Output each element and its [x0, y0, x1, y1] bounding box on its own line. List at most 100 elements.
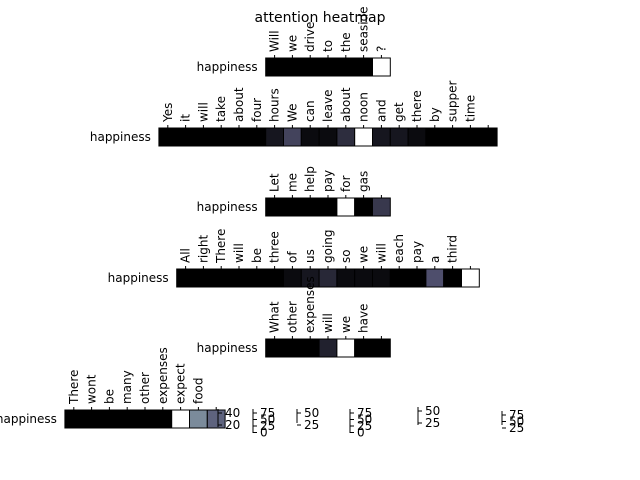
- colorbar-tick-label: 0: [260, 426, 268, 440]
- token-label: time: [463, 95, 477, 122]
- token-label: we: [339, 316, 353, 333]
- token-label: noon: [357, 92, 371, 122]
- heatmap-cell: [265, 268, 285, 288]
- heatmap-cell: [461, 268, 480, 288]
- colorbar-tick-label: 75: [509, 408, 524, 422]
- token-label: to: [321, 40, 335, 52]
- colorbar-tick-label: 40: [225, 406, 240, 420]
- heatmap-cell: [100, 409, 119, 429]
- heatmap-cell: [265, 127, 285, 147]
- heatmap-cell: [318, 197, 338, 217]
- heatmap-cell: [300, 57, 320, 77]
- heatmap-cell: [389, 127, 409, 147]
- token-label: All: [179, 248, 193, 263]
- heatmap-cell: [354, 57, 374, 77]
- heatmap-cell: [336, 338, 356, 358]
- heatmap-cell: [265, 338, 285, 358]
- heatmap-cell: [300, 197, 320, 217]
- heatmap-cell: [425, 127, 445, 147]
- heatmap-cell: [318, 268, 338, 288]
- token-label: other: [138, 372, 152, 404]
- token-label: us: [303, 249, 317, 263]
- token-label: There: [67, 370, 81, 405]
- heatmap-cell: [318, 338, 338, 358]
- heatmap-cell: [189, 409, 208, 429]
- token-label: be: [250, 248, 264, 263]
- token-label: so: [339, 249, 353, 263]
- heatmap-cell: [407, 127, 427, 147]
- heatmap-cell: [300, 338, 320, 358]
- heatmap-cell: [135, 409, 155, 429]
- colorbar-tick-label: 25: [357, 419, 372, 433]
- colorbar-tick-label: 50: [357, 413, 372, 427]
- token-label: wont: [85, 374, 99, 404]
- token-label: get: [392, 102, 406, 122]
- token-label: can: [303, 100, 317, 122]
- colorbar-tick-label: 75: [357, 406, 372, 420]
- token-label: drive: [303, 22, 317, 52]
- token-label: Let: [268, 173, 282, 192]
- token-label: by: [428, 107, 442, 122]
- heatmap-cell: [283, 338, 302, 358]
- heatmap-cell: [82, 409, 101, 429]
- token-label: right: [196, 235, 210, 263]
- heatmap-cell: [247, 268, 267, 288]
- token-label: food: [191, 377, 205, 404]
- token-label: will: [196, 102, 210, 122]
- heatmap-cell: [336, 268, 356, 288]
- heatmap-cell: [283, 57, 302, 77]
- row-label: happiness: [197, 341, 258, 355]
- heatmap-cell: [389, 268, 409, 288]
- token-label: other: [285, 301, 299, 333]
- token-label: will: [232, 243, 246, 263]
- heatmap-cell: [336, 57, 356, 77]
- colorbar-tick-label: 20: [225, 418, 240, 432]
- heatmap-cell: [372, 268, 391, 288]
- heatmap-panel-2: happiness Yes it will take about four hours We ca…: [90, 81, 498, 147]
- token-label: third: [446, 235, 460, 263]
- token-label: pay: [410, 241, 424, 263]
- heatmap-cell: [283, 127, 302, 147]
- token-label: ?: [374, 46, 388, 52]
- token-label: for: [339, 175, 353, 192]
- token-label: We: [285, 103, 299, 122]
- heatmap-panel-5: happiness What other expenses will we have: [197, 276, 391, 358]
- heatmap-cell: [229, 127, 249, 147]
- token-label: four: [250, 98, 264, 122]
- heatmap-cell: [176, 268, 195, 288]
- heatmap-cell: [336, 127, 356, 147]
- heatmap-cell: [318, 127, 338, 147]
- heatmap-cell: [443, 127, 463, 147]
- token-label: seaside: [357, 6, 371, 52]
- heatmap-panel-1: happiness Will we drive to the seaside?: [197, 6, 391, 77]
- token-label: expect: [174, 363, 188, 404]
- heatmap-cell: [372, 57, 391, 77]
- heatmap-cell: [64, 409, 84, 429]
- token-label: expenses: [156, 347, 170, 404]
- colorbar-tick-label: 50: [304, 406, 319, 420]
- heatmap-cell: [283, 197, 302, 217]
- colorbar-tick-label: 25: [304, 418, 319, 432]
- token-label: we: [357, 246, 371, 263]
- heatmap-cell: [265, 197, 285, 217]
- heatmap-cell: [372, 338, 391, 358]
- chart-title: attention heatmap: [255, 10, 386, 26]
- token-label: What: [268, 301, 282, 333]
- colorbar-tick-label: 25: [425, 416, 440, 430]
- heatmap-cell: [300, 127, 320, 147]
- token-label: we: [285, 35, 299, 52]
- heatmap-cell: [425, 268, 445, 288]
- heatmap-cell: [265, 57, 285, 77]
- row-label: happiness: [90, 130, 151, 144]
- colorbar-tick-label: 0: [357, 426, 365, 440]
- colorbar-tick-label: 50: [509, 415, 524, 429]
- row-label: happiness: [197, 60, 258, 74]
